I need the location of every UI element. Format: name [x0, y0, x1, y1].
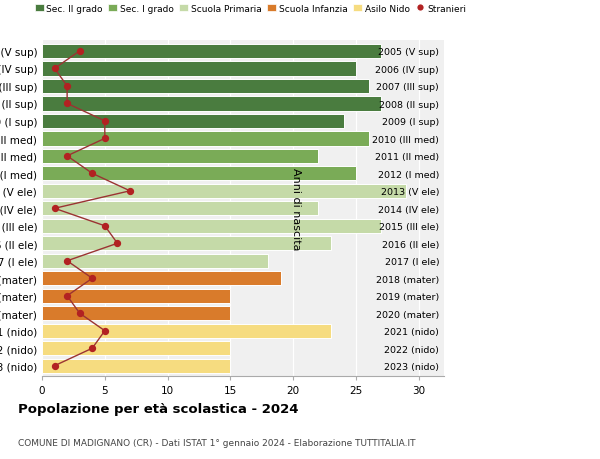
Bar	[42, 307, 230, 321]
Point	[50, 205, 59, 213]
Bar	[42, 289, 230, 303]
Point	[88, 275, 97, 282]
Bar	[42, 167, 356, 181]
Bar	[42, 271, 281, 286]
Point	[62, 153, 72, 160]
Point	[50, 362, 59, 369]
Point	[100, 135, 110, 143]
Bar	[42, 79, 368, 94]
Point	[62, 292, 72, 300]
Point	[100, 223, 110, 230]
Bar	[42, 184, 406, 199]
Y-axis label: Anni di nascita: Anni di nascita	[291, 168, 301, 250]
Bar	[42, 114, 343, 129]
Bar	[42, 236, 331, 251]
Bar	[42, 219, 381, 234]
Legend: Sec. II grado, Sec. I grado, Scuola Primaria, Scuola Infanzia, Asilo Nido, Stran: Sec. II grado, Sec. I grado, Scuola Prim…	[35, 5, 466, 13]
Point	[75, 48, 85, 56]
Point	[50, 66, 59, 73]
Point	[88, 345, 97, 352]
Bar	[42, 359, 230, 373]
Point	[75, 310, 85, 317]
Point	[113, 240, 122, 247]
Bar	[42, 62, 356, 76]
Point	[62, 257, 72, 265]
Bar	[42, 132, 368, 146]
Bar	[42, 254, 268, 269]
Point	[88, 170, 97, 178]
Text: COMUNE DI MADIGNANO (CR) - Dati ISTAT 1° gennaio 2024 - Elaborazione TUTTITALIA.: COMUNE DI MADIGNANO (CR) - Dati ISTAT 1°…	[18, 438, 415, 448]
Bar	[42, 202, 319, 216]
Text: Popolazione per età scolastica - 2024: Popolazione per età scolastica - 2024	[18, 403, 299, 415]
Bar	[42, 149, 319, 164]
Bar	[42, 324, 331, 338]
Point	[100, 118, 110, 125]
Bar	[42, 45, 381, 59]
Point	[100, 327, 110, 335]
Bar	[42, 341, 230, 356]
Bar	[42, 97, 381, 111]
Point	[125, 188, 135, 195]
Point	[62, 101, 72, 108]
Point	[62, 83, 72, 90]
